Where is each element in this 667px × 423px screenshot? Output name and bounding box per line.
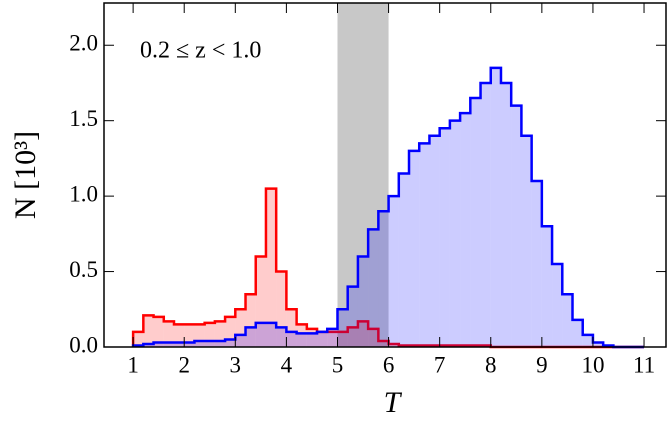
histogram-bar	[480, 82, 491, 348]
histogram-bar	[184, 342, 195, 347]
histogram-bar	[572, 319, 583, 347]
histogram-bar	[194, 324, 205, 347]
histogram-bar	[388, 196, 399, 347]
histogram-bar	[337, 309, 348, 347]
histogram-bar	[214, 340, 226, 347]
y-axis-label: N [10³]	[9, 131, 42, 219]
histogram-bar	[449, 120, 461, 348]
histogram-bar	[327, 328, 338, 347]
histogram-bar	[306, 333, 318, 347]
shaded-region	[337, 3, 389, 347]
histogram-bar	[276, 271, 287, 347]
histogram-bar	[562, 294, 573, 347]
histogram-bar	[327, 331, 338, 347]
histogram-bar	[317, 331, 328, 347]
histogram-bar	[204, 340, 215, 347]
histogram-bar	[388, 343, 399, 347]
histogram-bar	[265, 188, 277, 347]
histogram-bar	[184, 324, 195, 347]
histogram-bar	[490, 67, 501, 347]
histogram-bar	[225, 339, 236, 347]
histogram-bar	[347, 286, 358, 347]
histogram-bar	[143, 315, 154, 347]
histogram-bar	[357, 256, 369, 347]
histogram-bar	[521, 135, 532, 347]
histogram-bar	[245, 327, 256, 347]
histogram-bar	[317, 331, 328, 347]
y-tick-label: 0.5	[69, 257, 98, 282]
histogram-bar	[398, 173, 410, 347]
histogram-bar	[296, 324, 307, 347]
x-tick-label: 6	[383, 352, 395, 377]
plot-frame	[103, 2, 667, 348]
histogram-bar	[133, 331, 144, 347]
histogram-bar	[460, 113, 471, 347]
histogram-bar	[143, 343, 154, 347]
histogram-bar	[357, 321, 369, 347]
histogram-bar	[173, 342, 185, 347]
x-tick-label: 11	[633, 352, 655, 377]
histogram-bar	[235, 309, 246, 347]
histogram-bar	[194, 340, 205, 347]
histogram-bar	[245, 294, 256, 347]
histogram-bar	[500, 82, 512, 348]
histogram-bar	[541, 226, 553, 347]
histogram-bar	[153, 342, 164, 347]
x-tick-label: 7	[434, 352, 446, 377]
histogram-bar	[368, 328, 379, 347]
histogram-bar	[286, 309, 297, 347]
y-tick-label: 1.5	[69, 106, 98, 131]
histogram-bar	[286, 331, 297, 347]
histogram-bar	[368, 229, 379, 347]
histogram-bar	[337, 331, 348, 347]
histogram-bar	[378, 211, 389, 347]
annotation: 0.2 ≤ z < 1.0	[140, 38, 261, 64]
x-tick-label: 3	[230, 352, 242, 377]
y-tick-label: 0.0	[69, 332, 98, 357]
histogram-bar	[255, 322, 266, 347]
histogram-bar	[204, 322, 215, 347]
x-tick-label: 9	[536, 352, 548, 377]
histogram-bar	[255, 256, 266, 347]
histogram-bar	[511, 105, 522, 347]
histogram-bar	[163, 321, 174, 347]
x-tick-label: 1	[127, 352, 139, 377]
histogram-bar	[265, 322, 277, 347]
histogram-bar	[153, 316, 164, 347]
x-tick-label: 4	[281, 352, 293, 377]
histogram-bar	[347, 327, 358, 347]
histogram-bar	[296, 333, 307, 347]
histogram-bar	[419, 143, 430, 347]
y-tick-label: 2.0	[69, 31, 98, 56]
histogram-bar	[214, 321, 226, 347]
histogram-bar	[429, 135, 440, 347]
histogram-bar	[235, 334, 246, 347]
histogram-bar	[582, 334, 593, 347]
histogram-bar	[276, 327, 287, 347]
histogram-bar	[531, 181, 542, 347]
histogram-bar	[225, 316, 236, 347]
histogram-bar	[163, 342, 174, 347]
histogram-bar	[439, 128, 450, 347]
x-tick-label: 2	[178, 352, 190, 377]
x-tick-label: 10	[581, 352, 604, 377]
histogram-bar	[552, 264, 563, 347]
y-tick-label: 1.0	[69, 181, 98, 206]
histogram-bar	[306, 328, 318, 347]
histogram-bar	[470, 98, 481, 347]
x-tick-label: 8	[485, 352, 497, 377]
histogram-bar	[378, 340, 389, 347]
histogram-bar	[592, 342, 604, 347]
histogram-bar	[173, 324, 185, 347]
x-axis-label: T	[384, 386, 403, 419]
histogram-bar	[409, 150, 420, 347]
x-tick-label: 5	[332, 352, 344, 377]
